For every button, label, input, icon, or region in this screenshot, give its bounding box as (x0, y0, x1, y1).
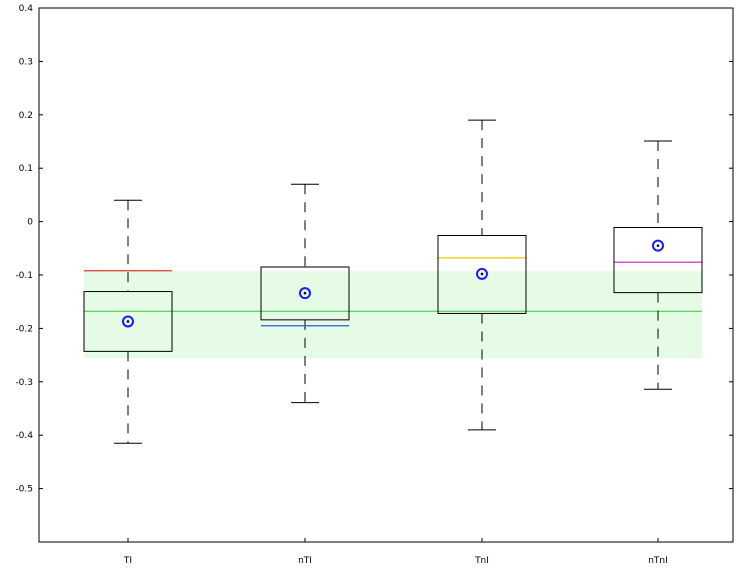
box-group-ti (83, 199, 173, 444)
y-tick-label: 0.1 (19, 164, 33, 174)
box-group-tni (437, 119, 527, 431)
x-tick-label: nTnI (648, 556, 668, 566)
y-tick-label: -0.1 (15, 271, 33, 281)
x-tick-label: nTI (298, 556, 312, 566)
box (613, 226, 703, 294)
mean-marker (476, 267, 488, 280)
plot-band-layer (84, 271, 702, 359)
y-tick-label: 0 (27, 218, 33, 228)
confidence-band (84, 271, 702, 359)
y-tick-label: -0.3 (15, 378, 33, 388)
y-tick-label: -0.4 (15, 431, 33, 441)
y-axis: 0.4 0.3 0.2 0.1 0 -0.1 -0.2 -0.3 -0.4 -0.5 (15, 4, 733, 495)
y-tick-label: 0.2 (19, 111, 33, 121)
y-tick-label: 0.3 (19, 57, 33, 67)
x-tick-label: TnI (474, 556, 489, 566)
mean-dot (656, 244, 660, 247)
box-group-ntni (613, 140, 703, 390)
box (437, 234, 527, 314)
y-tick-label: -0.5 (15, 485, 33, 495)
box (83, 291, 173, 352)
mean-dot (303, 291, 307, 295)
mean-dot (126, 320, 130, 323)
box-group-nti (260, 183, 350, 404)
x-axis: TI nTI TnI nTnI (123, 538, 668, 566)
box (260, 266, 350, 321)
box-layer (83, 119, 703, 444)
mean-marker (652, 239, 664, 252)
mean-marker (299, 287, 311, 300)
y-tick-label: 0.4 (19, 4, 34, 14)
y-tick-label: -0.2 (15, 324, 33, 334)
mean-dot (480, 272, 484, 276)
mean-marker (122, 315, 134, 328)
x-tick-label: TI (123, 556, 132, 566)
